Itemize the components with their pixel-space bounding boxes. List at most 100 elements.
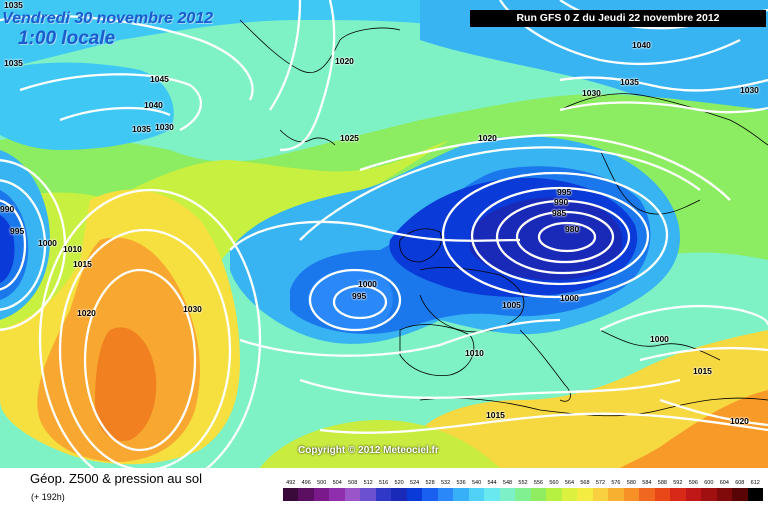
isobar-label: 1040	[632, 40, 651, 50]
legend-tick-label: 520	[394, 480, 404, 486]
isobar-label: 1030	[155, 122, 174, 132]
cutoff-low	[307, 269, 393, 329]
isobar-line	[319, 412, 768, 434]
legend-swatch	[561, 488, 578, 501]
legend-swatch	[453, 488, 469, 501]
legend-tick-label: 560	[549, 480, 559, 486]
isobar-label: 1015	[73, 259, 92, 269]
legend-swatch	[484, 488, 500, 501]
isobar-ring	[332, 284, 388, 320]
isobar-line	[659, 398, 768, 427]
legend-ticks: 492 496 500 504 508 512 516 520 524 528 532 536 540 5…	[283, 480, 763, 486]
orange-ridge-core	[95, 327, 157, 441]
legend-tick-label: 544	[487, 480, 497, 486]
france-coast	[419, 267, 525, 333]
isobar-label: 1030	[582, 88, 601, 98]
legend-swatch	[530, 488, 547, 501]
isobar-line	[299, 378, 681, 399]
legend-swatch	[747, 488, 764, 501]
isobar-label: 1035	[132, 124, 151, 134]
isobar-label: 1035	[4, 58, 23, 68]
legend-swatch	[515, 488, 531, 501]
legend-swatch	[437, 488, 454, 501]
legend-tick-label: 588	[657, 480, 667, 486]
nw-low-core	[0, 215, 15, 283]
coastlines	[239, 19, 768, 417]
north-africa-coast	[419, 397, 768, 417]
legend-swatch	[639, 488, 655, 501]
legend-tick-label: 556	[533, 480, 544, 486]
isobar-label: 1000	[38, 238, 57, 248]
legend-tick-label: 612	[750, 480, 760, 486]
legend-swatch	[623, 488, 640, 501]
legend-swatch	[577, 488, 593, 501]
copyright: Copyright © 2012 Meteociel.fr	[298, 445, 439, 456]
isobar-line	[559, 101, 768, 114]
isobar-label: 995	[10, 226, 25, 236]
isobar-label: 1000	[358, 279, 377, 289]
isobar-ring	[0, 179, 47, 311]
forecast-time: 1:00 locale	[18, 28, 116, 49]
forecast-title: Vendredi 30 novembre 2012 1:00 locale	[2, 10, 213, 50]
isobar-label: 1030	[740, 85, 759, 95]
legend-swatch	[406, 488, 423, 501]
balkan-coast	[599, 329, 721, 361]
isobar-ring	[515, 210, 615, 264]
legend-swatch	[716, 488, 733, 501]
isobar-label: 995	[352, 291, 367, 301]
legend-tick-label: 584	[642, 480, 652, 486]
isobar-line	[0, 14, 254, 101]
isobar-line	[299, 146, 701, 241]
legend-swatch	[592, 488, 609, 501]
legend-title: Géop. Z500 & pression au sol	[30, 471, 202, 486]
italy-coast	[519, 329, 571, 402]
isobar-label: 1035	[4, 0, 23, 10]
legend-swatch	[685, 488, 702, 501]
isobar-label: 1030	[183, 304, 202, 314]
legend-tick-label: 528	[425, 480, 435, 486]
isobar-label: 1040	[144, 100, 163, 110]
greenland-coast	[239, 19, 401, 73]
isobar-label: 1005	[502, 300, 521, 310]
isobar-line	[59, 106, 171, 122]
isobar-line	[639, 346, 768, 362]
scandinavia-coast	[559, 93, 768, 146]
yellow-green-south	[260, 420, 500, 468]
isobar-ring	[83, 268, 197, 452]
isobar-line	[239, 318, 561, 357]
legend-tick-label: 496	[301, 480, 311, 486]
isobar-ring	[470, 186, 650, 286]
legend-tick-label: 568	[580, 480, 590, 486]
isobar-label: 1035	[620, 77, 639, 87]
isobar-label: 1000	[560, 293, 579, 303]
isobar-line	[599, 304, 768, 332]
legend-tick-label: 512	[363, 480, 373, 486]
legend-tick-label: 596	[688, 480, 698, 486]
map-canvas	[0, 0, 768, 468]
legend-swatch	[375, 488, 392, 501]
legend-swatch	[701, 488, 717, 501]
legend-swatch	[391, 488, 407, 501]
legend-swatch	[670, 488, 686, 501]
isobar-label: 1000	[650, 334, 669, 344]
isobar-line	[19, 73, 202, 132]
isobar-label: 980	[565, 224, 580, 234]
legend-tick-label: 532	[440, 480, 451, 486]
isobar-ring	[0, 199, 27, 291]
isobar-label: 990	[554, 197, 569, 207]
isobar-ring	[58, 228, 232, 468]
legend-tick-label: 604	[719, 480, 729, 486]
legend-tick-label: 572	[595, 480, 606, 486]
legend-tick-label: 500	[317, 480, 327, 486]
isobar-label: 1020	[730, 416, 749, 426]
legend-tick-label: 540	[471, 480, 482, 486]
orange-area-se	[620, 390, 768, 468]
isobar-line	[279, 0, 336, 152]
isobar-ring	[495, 199, 631, 275]
legend-swatch	[654, 488, 671, 501]
legend-swatch	[360, 488, 376, 501]
isobar-label: 1010	[465, 348, 484, 358]
legend-swatch	[608, 488, 624, 501]
forecast-date: Vendredi 30 novembre 2012	[2, 10, 214, 27]
isobar-label: 1020	[335, 56, 354, 66]
